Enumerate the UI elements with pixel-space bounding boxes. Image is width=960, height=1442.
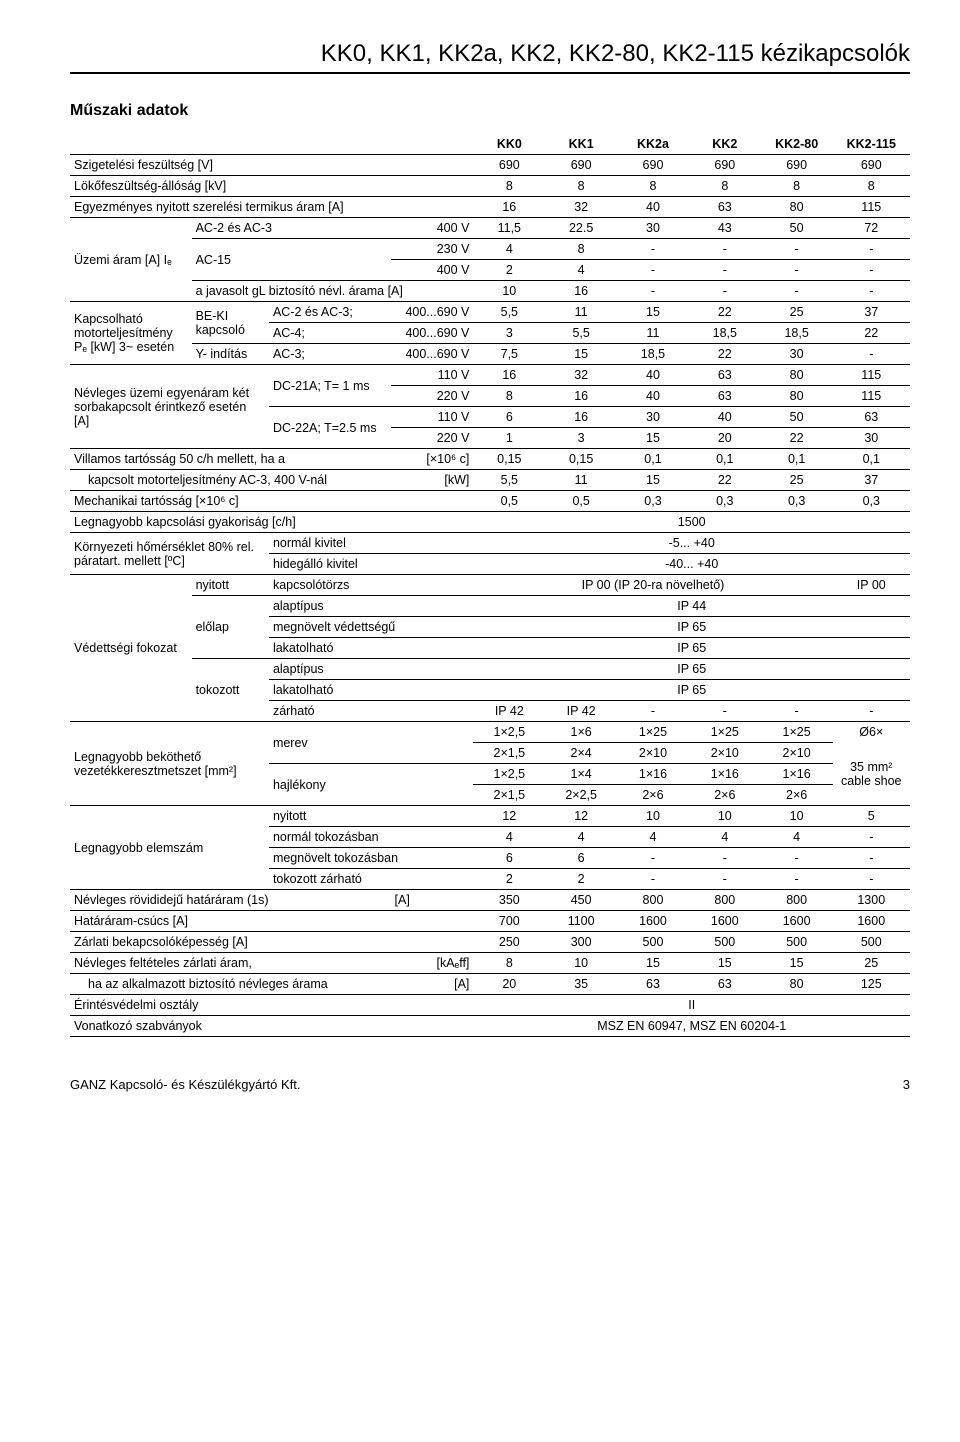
table-row: Névleges üzemi egyenáram két sorbakapcso…	[70, 365, 910, 386]
table-row: kapcsolt motorteljesítmény AC-3, 400 V-n…	[70, 470, 910, 491]
table-row: Legnagyobb elemszám nyitott 12121010105	[70, 806, 910, 827]
table-row: Egyezményes nyitott szerelési termikus á…	[70, 197, 910, 218]
table-row: Környezeti hőmérséklet 80% rel. páratart…	[70, 533, 910, 554]
col-kk1: KK1	[545, 134, 617, 155]
footer: GANZ Kapcsoló- és Készülékgyártó Kft. 3	[70, 1077, 910, 1092]
table-row: előlap alaptípus IP 44	[70, 596, 910, 617]
table-row: Kapcsolható motorteljesítmény Pₑ [kW] 3~…	[70, 302, 910, 323]
table-row: Védettségi fokozat nyitott kapcsolótörzs…	[70, 575, 910, 596]
table-row: Y- indítás AC-3; 400...690 V 7,51518,522…	[70, 344, 910, 365]
col-kk280: KK2-80	[761, 134, 833, 155]
table-row: Névleges rövididejű határáram (1s) [A] 3…	[70, 890, 910, 911]
table-header: KK0 KK1 KK2a KK2 KK2-80 KK2-115	[70, 134, 910, 155]
footer-page-number: 3	[903, 1077, 910, 1092]
col-kk2115: KK2-115	[833, 134, 910, 155]
page-container: KK0, KK1, KK2a, KK2, KK2-80, KK2-115 kéz…	[0, 0, 960, 1122]
col-kk2a: KK2a	[617, 134, 689, 155]
table-row: Legnagyobb kapcsolási gyakoriság [c/h] 1…	[70, 512, 910, 533]
table-row: ha az alkalmazott biztosító névleges ára…	[70, 974, 910, 995]
table-row: Névleges feltételes zárlati áram, [kAₑff…	[70, 953, 910, 974]
table-row: tokozott alaptípus IP 65	[70, 659, 910, 680]
table-row: a javasolt gL biztosító névl. árama [A] …	[70, 281, 910, 302]
page-title: KK0, KK1, KK2a, KK2, KK2-80, KK2-115 kéz…	[70, 40, 910, 68]
title-rule	[70, 72, 910, 74]
table-row: Szigetelési feszültség [V] 6906906906906…	[70, 155, 910, 176]
subtitle: Műszaki adatok	[70, 102, 910, 120]
table-row: Érintésvédelmi osztály II	[70, 995, 910, 1016]
table-row: Üzemi áram [A] Iₑ AC-2 és AC-3 400 V 11,…	[70, 218, 910, 239]
col-kk2: KK2	[689, 134, 761, 155]
table-row: Határáram-csúcs [A] 70011001600160016001…	[70, 911, 910, 932]
table-row: AC-15 230 V 48----	[70, 239, 910, 260]
table-row: Mechanikai tartósság [×10⁶ c] 0,50,50,30…	[70, 491, 910, 512]
table-row: Vonatkozó szabványok MSZ EN 60947, MSZ E…	[70, 1016, 910, 1037]
table-row: Lökőfeszültség-állóság [kV] 888888	[70, 176, 910, 197]
footer-left: GANZ Kapcsoló- és Készülékgyártó Kft.	[70, 1077, 300, 1092]
table-row: Zárlati bekapcsolóképesség [A] 250300500…	[70, 932, 910, 953]
table-row: Legnagyobb beköthető vezetékkeresztmetsz…	[70, 722, 910, 743]
col-kk0: KK0	[473, 134, 545, 155]
spec-table: KK0 KK1 KK2a KK2 KK2-80 KK2-115 Szigetel…	[70, 134, 910, 1037]
table-row: Villamos tartósság 50 c/h mellett, ha a …	[70, 449, 910, 470]
